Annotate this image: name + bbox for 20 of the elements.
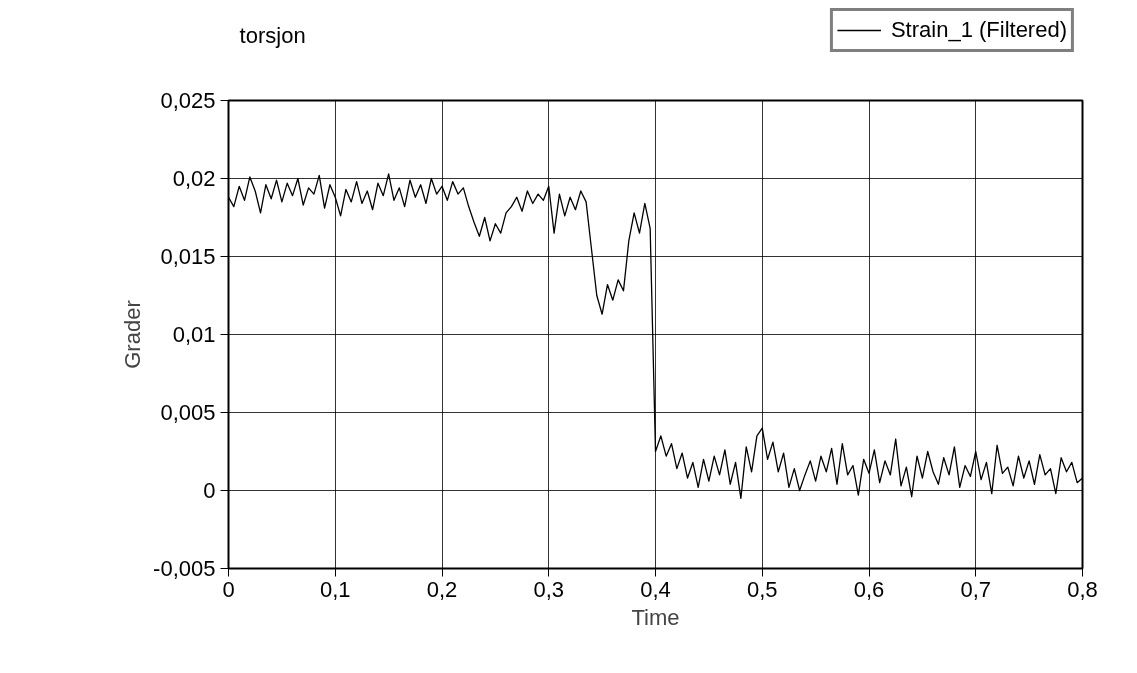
legend-label: Strain_1 (Filtered) <box>890 17 1067 43</box>
x-tick-label: 0 <box>222 576 235 602</box>
y-tick-label: 0,025 <box>160 88 216 113</box>
y-tick-label: 0,02 <box>172 166 216 191</box>
x-tick-label: 0,5 <box>746 576 778 602</box>
y-tick-label: 0,005 <box>160 400 216 425</box>
y-axis-title: Grader <box>120 300 146 369</box>
y-tick-label: 0 <box>203 478 216 503</box>
x-tick-label: 0,7 <box>960 576 992 602</box>
y-tick-label: 0,01 <box>172 322 216 347</box>
x-tick-label: 0,8 <box>1067 576 1098 602</box>
y-tick-label: 0,015 <box>160 244 216 269</box>
x-tick-label: 0,6 <box>853 576 885 602</box>
chart-title: torsjon <box>239 22 306 48</box>
x-tick-label: 0,4 <box>640 576 671 602</box>
y-tick-label: -0,005 <box>153 556 216 581</box>
x-axis-title: Time <box>631 604 680 630</box>
x-tick-label: 0,3 <box>533 576 565 602</box>
x-tick-label: 0,2 <box>426 576 458 602</box>
x-tick-label: 0,1 <box>319 576 351 602</box>
